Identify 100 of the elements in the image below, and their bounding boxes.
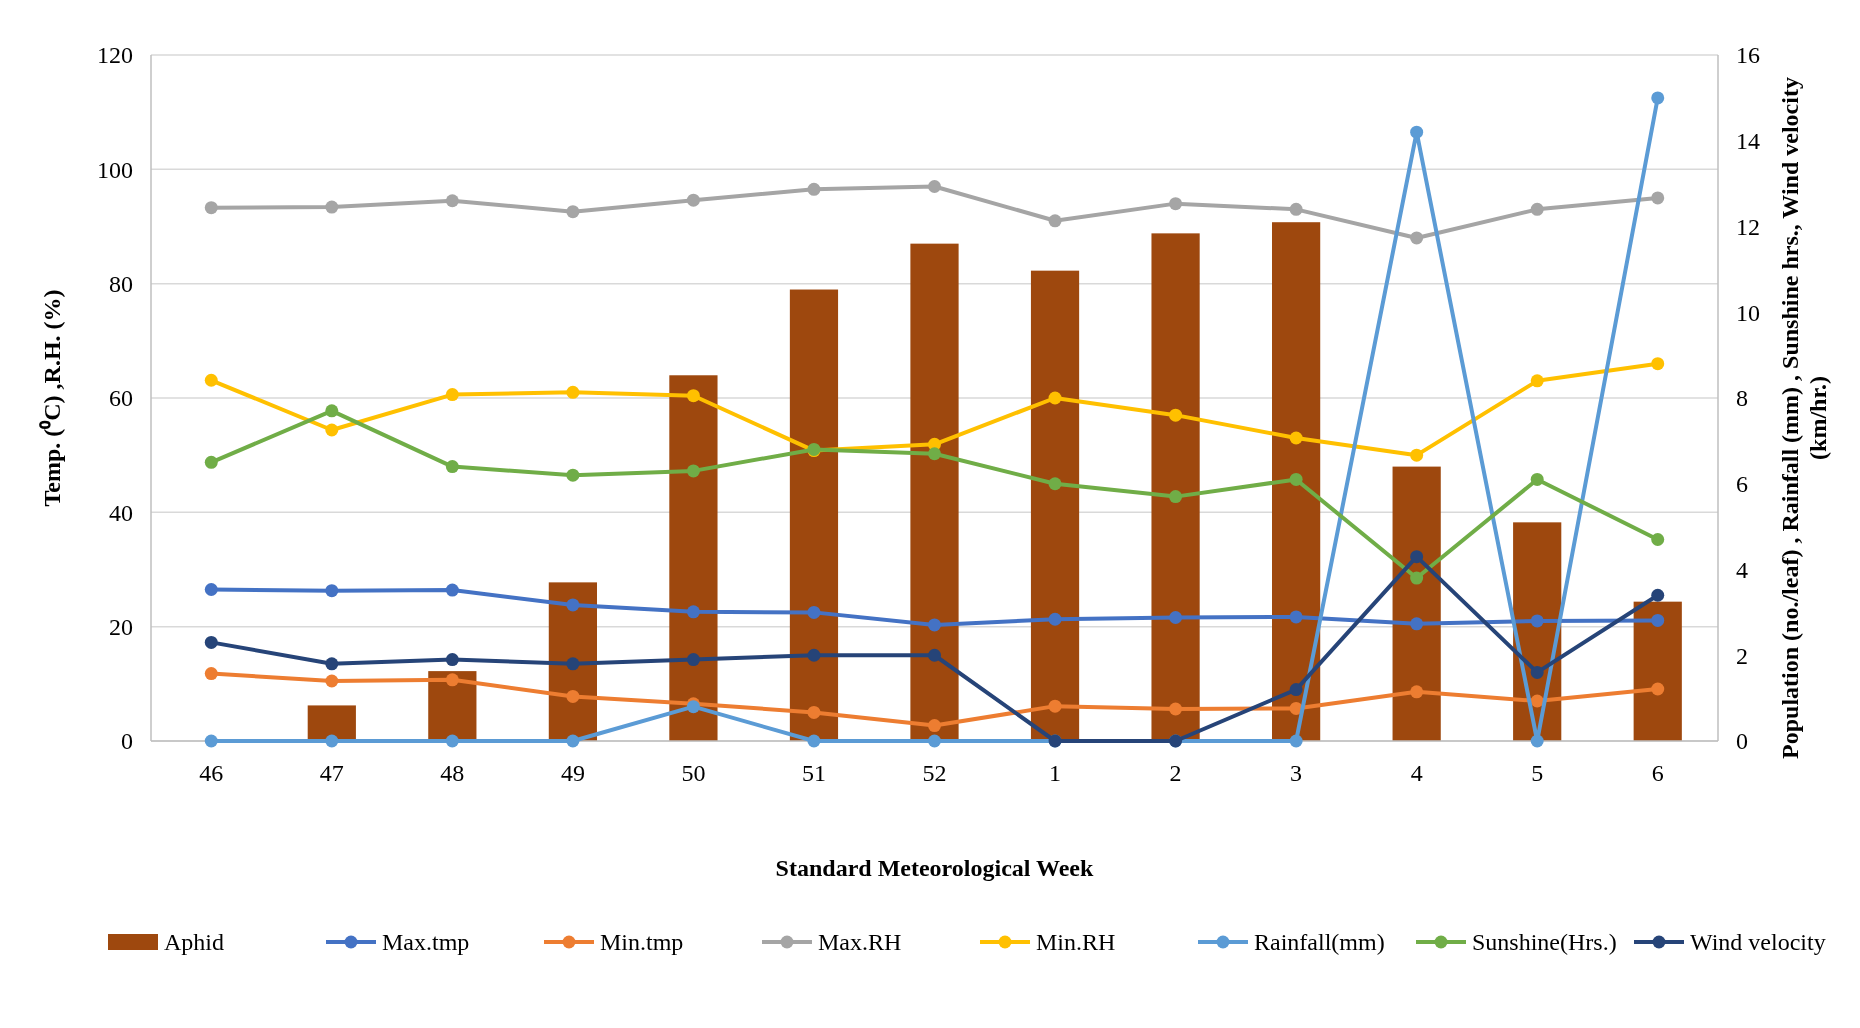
point [1169,408,1183,422]
bar [910,243,959,741]
point [1530,202,1544,216]
x-tick-label: 5 [1531,760,1544,786]
point [1048,612,1062,626]
point [204,734,218,748]
x-axis-title: Standard Meteorological Week [775,855,1095,881]
point [1410,571,1424,585]
x-tick-label: 49 [560,760,585,786]
point [1651,532,1665,546]
point [1048,477,1062,491]
point [325,734,339,748]
point [1651,357,1665,371]
point [204,667,218,681]
point [1289,610,1303,624]
legend-label: Sunshine(Hrs.) [1472,929,1617,956]
bar [1633,601,1682,741]
legend-label: Max.RH [818,929,902,956]
y-tick-label: 20 [109,614,133,641]
point [445,460,459,474]
y-tick-label: 40 [109,499,133,526]
point [566,734,580,748]
point [1289,683,1303,697]
point [1410,550,1424,564]
y-tick-label: 80 [109,271,133,298]
point [1530,734,1544,748]
x-tick-label: 48 [440,760,465,786]
point [1048,699,1062,713]
bar [1392,466,1441,741]
point [686,653,700,667]
point [566,205,580,219]
x-tick-label: 46 [199,760,224,786]
y-tick-label: 100 [97,156,133,183]
point [325,200,339,214]
point [686,193,700,207]
point [1048,391,1062,405]
point [325,584,339,598]
point [325,657,339,671]
point [566,689,580,703]
x-tick-label: 51 [801,760,826,786]
point [1289,431,1303,445]
point [1169,611,1183,625]
point [445,734,459,748]
legend-label: Min.tmp [600,929,684,956]
point [566,657,580,671]
bar [1272,222,1321,741]
point [566,385,580,399]
x-tick-label: 2 [1169,760,1182,786]
x-tick-label: 4 [1410,760,1423,786]
point [1169,702,1183,716]
point [1410,231,1424,245]
x-tick-label: 50 [681,760,706,786]
point [1530,614,1544,628]
y2-tick-label: 2 [1736,642,1748,669]
point [807,648,821,662]
point [1530,694,1544,708]
point [204,201,218,215]
point [1410,448,1424,462]
y-tick-label: 60 [109,385,133,412]
y2-axis-title: Population (no./leaf) , Rainfall (mm) , Sunshine hrs., Wind velocity (km/hr.) [1777,77,1831,759]
point [686,464,700,478]
point [928,447,941,461]
point [445,388,459,402]
point [686,605,700,619]
legend-label: Rainfall(mm) [1254,929,1385,956]
point [1651,613,1665,627]
point [204,635,218,649]
y-tick-label: 120 [97,42,133,69]
point [1651,682,1665,696]
point [928,719,941,733]
bar [1151,233,1200,741]
bar [669,375,718,741]
point [1169,490,1183,504]
point [1530,665,1544,679]
point [1651,91,1665,105]
point [928,734,941,748]
bar [1030,270,1080,741]
point [807,705,821,719]
x-tick-label: 52 [922,760,947,786]
y2-tick-label: 12 [1736,213,1760,240]
point [928,179,941,193]
point [566,598,580,612]
legend-label: Wind velocity [1690,929,1826,956]
point [445,673,459,687]
point [1410,685,1424,699]
y-tick-label: 0 [121,728,133,755]
point [445,583,459,597]
x-tick-label: 1 [1049,760,1062,786]
legend-label: Max.tmp [382,929,470,956]
point [1530,472,1544,486]
x-tick-label: 3 [1290,760,1303,786]
point [1651,191,1665,205]
legend-label: Aphid [164,929,224,956]
point [807,605,821,619]
point [1289,734,1303,748]
point [686,389,700,403]
point [1530,374,1544,388]
y2-tick-label: 8 [1736,385,1748,412]
point [325,404,339,418]
point [325,423,339,437]
